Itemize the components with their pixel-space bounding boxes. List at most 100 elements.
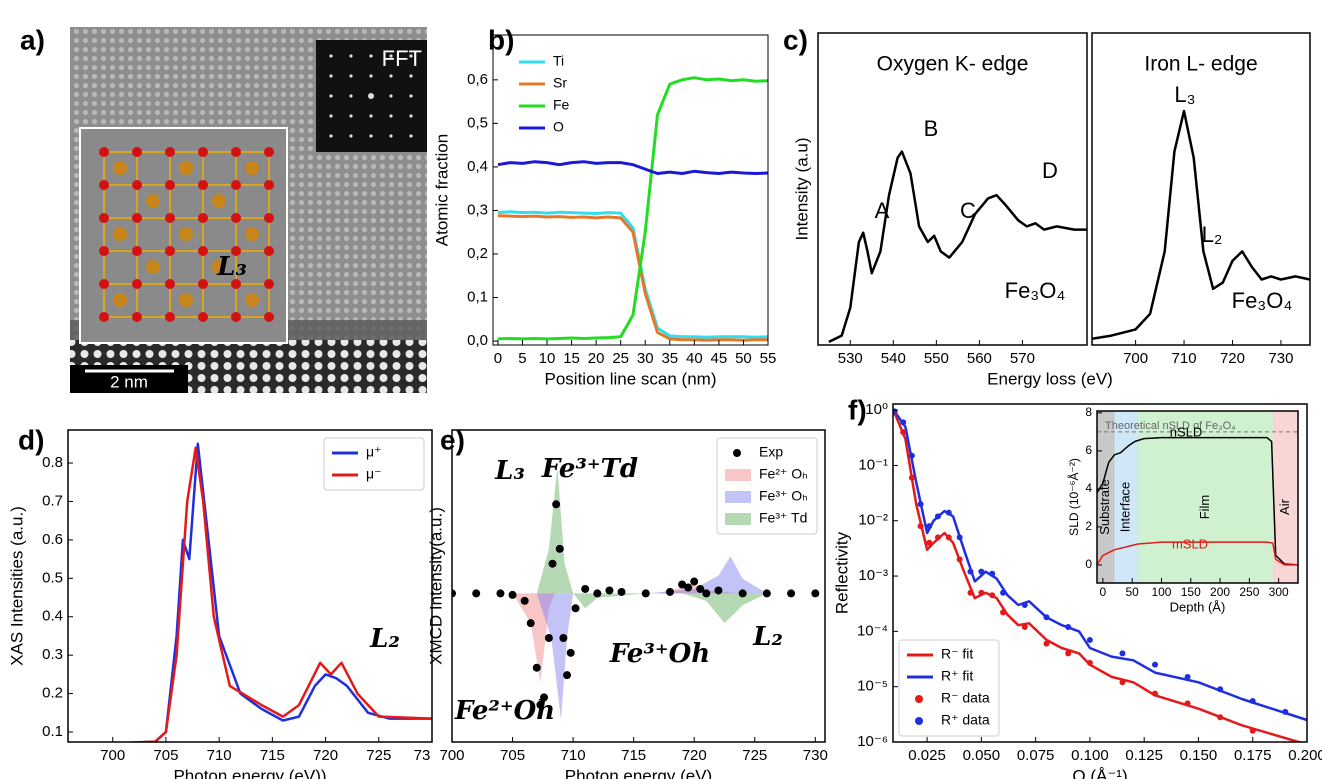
data-point — [1249, 698, 1256, 705]
data-point — [617, 587, 626, 596]
atom-o — [264, 312, 274, 322]
data-point — [1021, 623, 1028, 630]
frame — [1096, 410, 1299, 584]
atom-o — [264, 246, 274, 256]
atom-o — [99, 213, 109, 223]
atom-o — [99, 147, 109, 157]
atom-o — [132, 213, 142, 223]
x-axis-label: Q (Å⁻¹) — [1072, 766, 1127, 779]
atom-o — [165, 279, 175, 289]
line — [1092, 109, 1310, 341]
line — [1097, 541, 1298, 566]
plot-area — [118, 442, 432, 742]
atom-o — [165, 312, 175, 322]
plot-area — [828, 150, 1087, 344]
fft-spot — [329, 54, 333, 58]
frame — [1091, 32, 1311, 346]
fft-spot — [369, 134, 373, 138]
plot-7: Substrate Interface Film Air Theoretical nSL… — [1066, 405, 1299, 614]
atom-fe — [212, 260, 226, 274]
annotation: L₂ — [752, 622, 783, 652]
fft-spot — [349, 134, 353, 138]
data-point — [1021, 601, 1028, 608]
legend-label: R⁺ fit — [941, 668, 973, 684]
data-point — [1217, 714, 1224, 721]
frame — [67, 429, 433, 743]
legend-swatch — [915, 717, 923, 725]
atom-fe — [179, 293, 193, 307]
x-tick-label: 0.125 — [1125, 747, 1163, 764]
legend-label: R⁻ fit — [941, 646, 973, 662]
legend-label: Ti — [553, 53, 564, 69]
line — [1097, 436, 1298, 566]
x-tick-label: 73 — [414, 747, 431, 764]
y-tick-label: 0,1 — [467, 289, 488, 306]
x-tick-label: 250 — [1239, 585, 1259, 599]
data-point — [1043, 640, 1050, 647]
x-tick-label: 5 — [518, 350, 526, 367]
x-tick-label: 710 — [561, 747, 586, 764]
fft-spot — [369, 54, 373, 58]
annotation: Fe²⁺Oh — [454, 696, 555, 726]
data-point — [1119, 650, 1126, 657]
x-tick-label: 0.150 — [1180, 747, 1218, 764]
y-tick-label: 0,0 — [467, 332, 488, 349]
data-point — [593, 589, 602, 598]
y-axis-label: XMCD Intensity(a.u.) — [426, 507, 445, 665]
data-point — [678, 580, 687, 589]
atom-fe — [212, 194, 226, 208]
x-tick-label: 550 — [924, 350, 949, 367]
data-point — [989, 570, 996, 577]
data-point — [1086, 659, 1093, 666]
scale-label: 2 nm — [110, 372, 148, 391]
x-tick-label: 720 — [1220, 350, 1245, 367]
atom-o — [264, 279, 274, 289]
atom-o — [99, 180, 109, 190]
plot-area — [893, 408, 1307, 742]
data-point — [571, 604, 580, 613]
atom-o — [132, 246, 142, 256]
x-tick-label: 20 — [588, 350, 605, 367]
x-axis-label: Energy loss (eV) — [987, 369, 1113, 388]
x-tick-label: 0.175 — [1234, 747, 1272, 764]
y-tick-label: 0.7 — [42, 492, 63, 509]
data-point — [917, 523, 924, 530]
legend-label: μ⁻ — [366, 466, 381, 482]
atom-o — [198, 147, 208, 157]
legend-swatch — [733, 449, 741, 457]
fft-spot — [389, 114, 393, 118]
data-point — [811, 589, 820, 598]
x-tick-label: 0.075 — [1017, 747, 1055, 764]
y-axis-label: Intensity (a.u) — [792, 138, 811, 241]
data-point — [1184, 700, 1191, 707]
region — [1272, 411, 1298, 583]
data-point — [702, 589, 711, 598]
frame — [817, 32, 1088, 346]
region — [1138, 411, 1273, 583]
data-point — [945, 534, 952, 541]
legend-label: Fe²⁺ Oₕ — [759, 466, 808, 482]
legend-box — [898, 639, 1000, 737]
data-point — [1152, 690, 1159, 697]
x-tick-label: 25 — [612, 350, 629, 367]
data-point — [566, 648, 575, 657]
plot-3: 700 710 720 730 Iron L- edge L₃ L₂ Fe₃O₄ — [1091, 32, 1311, 367]
data-point — [508, 590, 517, 599]
fft-spot — [389, 94, 393, 98]
line — [497, 160, 768, 175]
fft-spot — [409, 134, 413, 138]
atom-o — [231, 312, 241, 322]
data-point — [696, 584, 705, 593]
data-point — [1065, 650, 1072, 657]
data-point — [1152, 661, 1159, 668]
data-point — [967, 589, 974, 596]
data-point — [1249, 727, 1256, 734]
data-point — [908, 474, 915, 481]
annotation: Fe³⁺Oh — [609, 639, 710, 669]
y-tick-label: 0,5 — [467, 114, 488, 131]
atom-fe — [113, 227, 127, 241]
atom-o — [132, 180, 142, 190]
region — [1114, 411, 1139, 583]
data-point — [1119, 679, 1126, 686]
x-tick-label: 50 — [1125, 585, 1139, 599]
